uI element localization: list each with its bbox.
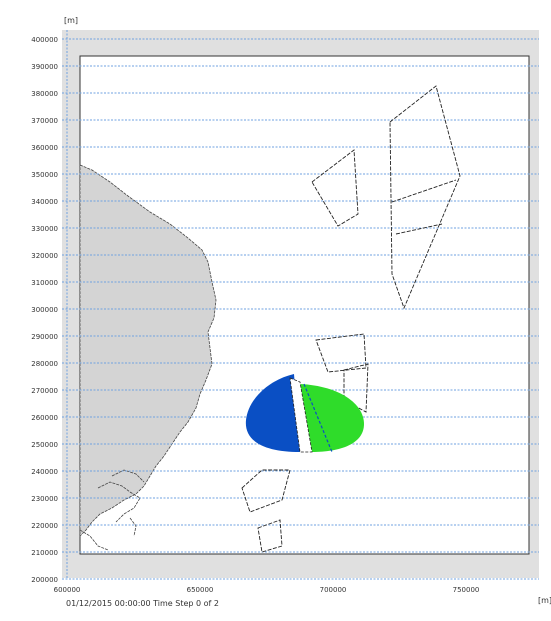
y-tick-label: 310000: [31, 279, 58, 287]
y-tick-label: 380000: [31, 90, 58, 98]
plume-divider: [289, 377, 313, 453]
y-tick-label: 250000: [31, 441, 58, 449]
time-step-status: 01/12/2015 00:00:00 Time Step 0 of 2: [66, 599, 219, 608]
polygon-south-2: [257, 519, 283, 553]
polygon-middle-small: [343, 363, 369, 413]
polygon-north-small: [311, 149, 359, 227]
y-axis-unit: [m]: [64, 16, 78, 25]
y-tick-label: 200000: [31, 576, 58, 584]
x-tick-label: 700000: [320, 586, 347, 594]
y-tick-label: 370000: [31, 117, 58, 125]
polygon-south-1: [241, 469, 291, 513]
polygon-areas: [241, 85, 461, 553]
x-tick-label: 650000: [187, 586, 214, 594]
y-tick-label: 270000: [31, 387, 58, 395]
blue-plume: [245, 374, 300, 452]
y-tick-label: 300000: [31, 306, 58, 314]
y-tick-label: 240000: [31, 468, 58, 476]
land-mass: [79, 164, 217, 537]
coastline-islands: [79, 469, 145, 551]
y-tick-label: 330000: [31, 225, 58, 233]
green-plume: [300, 384, 364, 452]
y-tick-label: 220000: [31, 522, 58, 530]
y-tick-label: 350000: [31, 171, 58, 179]
x-axis-unit: [m]: [538, 596, 551, 605]
polygon-middle: [315, 333, 367, 373]
y-tick-label: 320000: [31, 252, 58, 260]
y-tick-label: 260000: [31, 414, 58, 422]
x-tick-label: 600000: [54, 586, 81, 594]
y-tick-label: 340000: [31, 198, 58, 206]
y-tick-label: 400000: [31, 36, 58, 44]
y-axis-labels: 400000 390000 380000 370000 360000 350000 3400…: [31, 36, 58, 584]
plume-centerline: [303, 383, 333, 453]
polygon-north-large: [389, 85, 461, 310]
y-tick-label: 210000: [31, 549, 58, 557]
y-tick-label: 360000: [31, 144, 58, 152]
x-tick-label: 750000: [453, 586, 480, 594]
y-tick-label: 230000: [31, 495, 58, 503]
y-tick-label: 290000: [31, 333, 58, 341]
y-tick-label: 280000: [31, 360, 58, 368]
y-tick-label: 390000: [31, 63, 58, 71]
x-axis-labels: 600000 650000 700000 750000: [54, 586, 480, 594]
